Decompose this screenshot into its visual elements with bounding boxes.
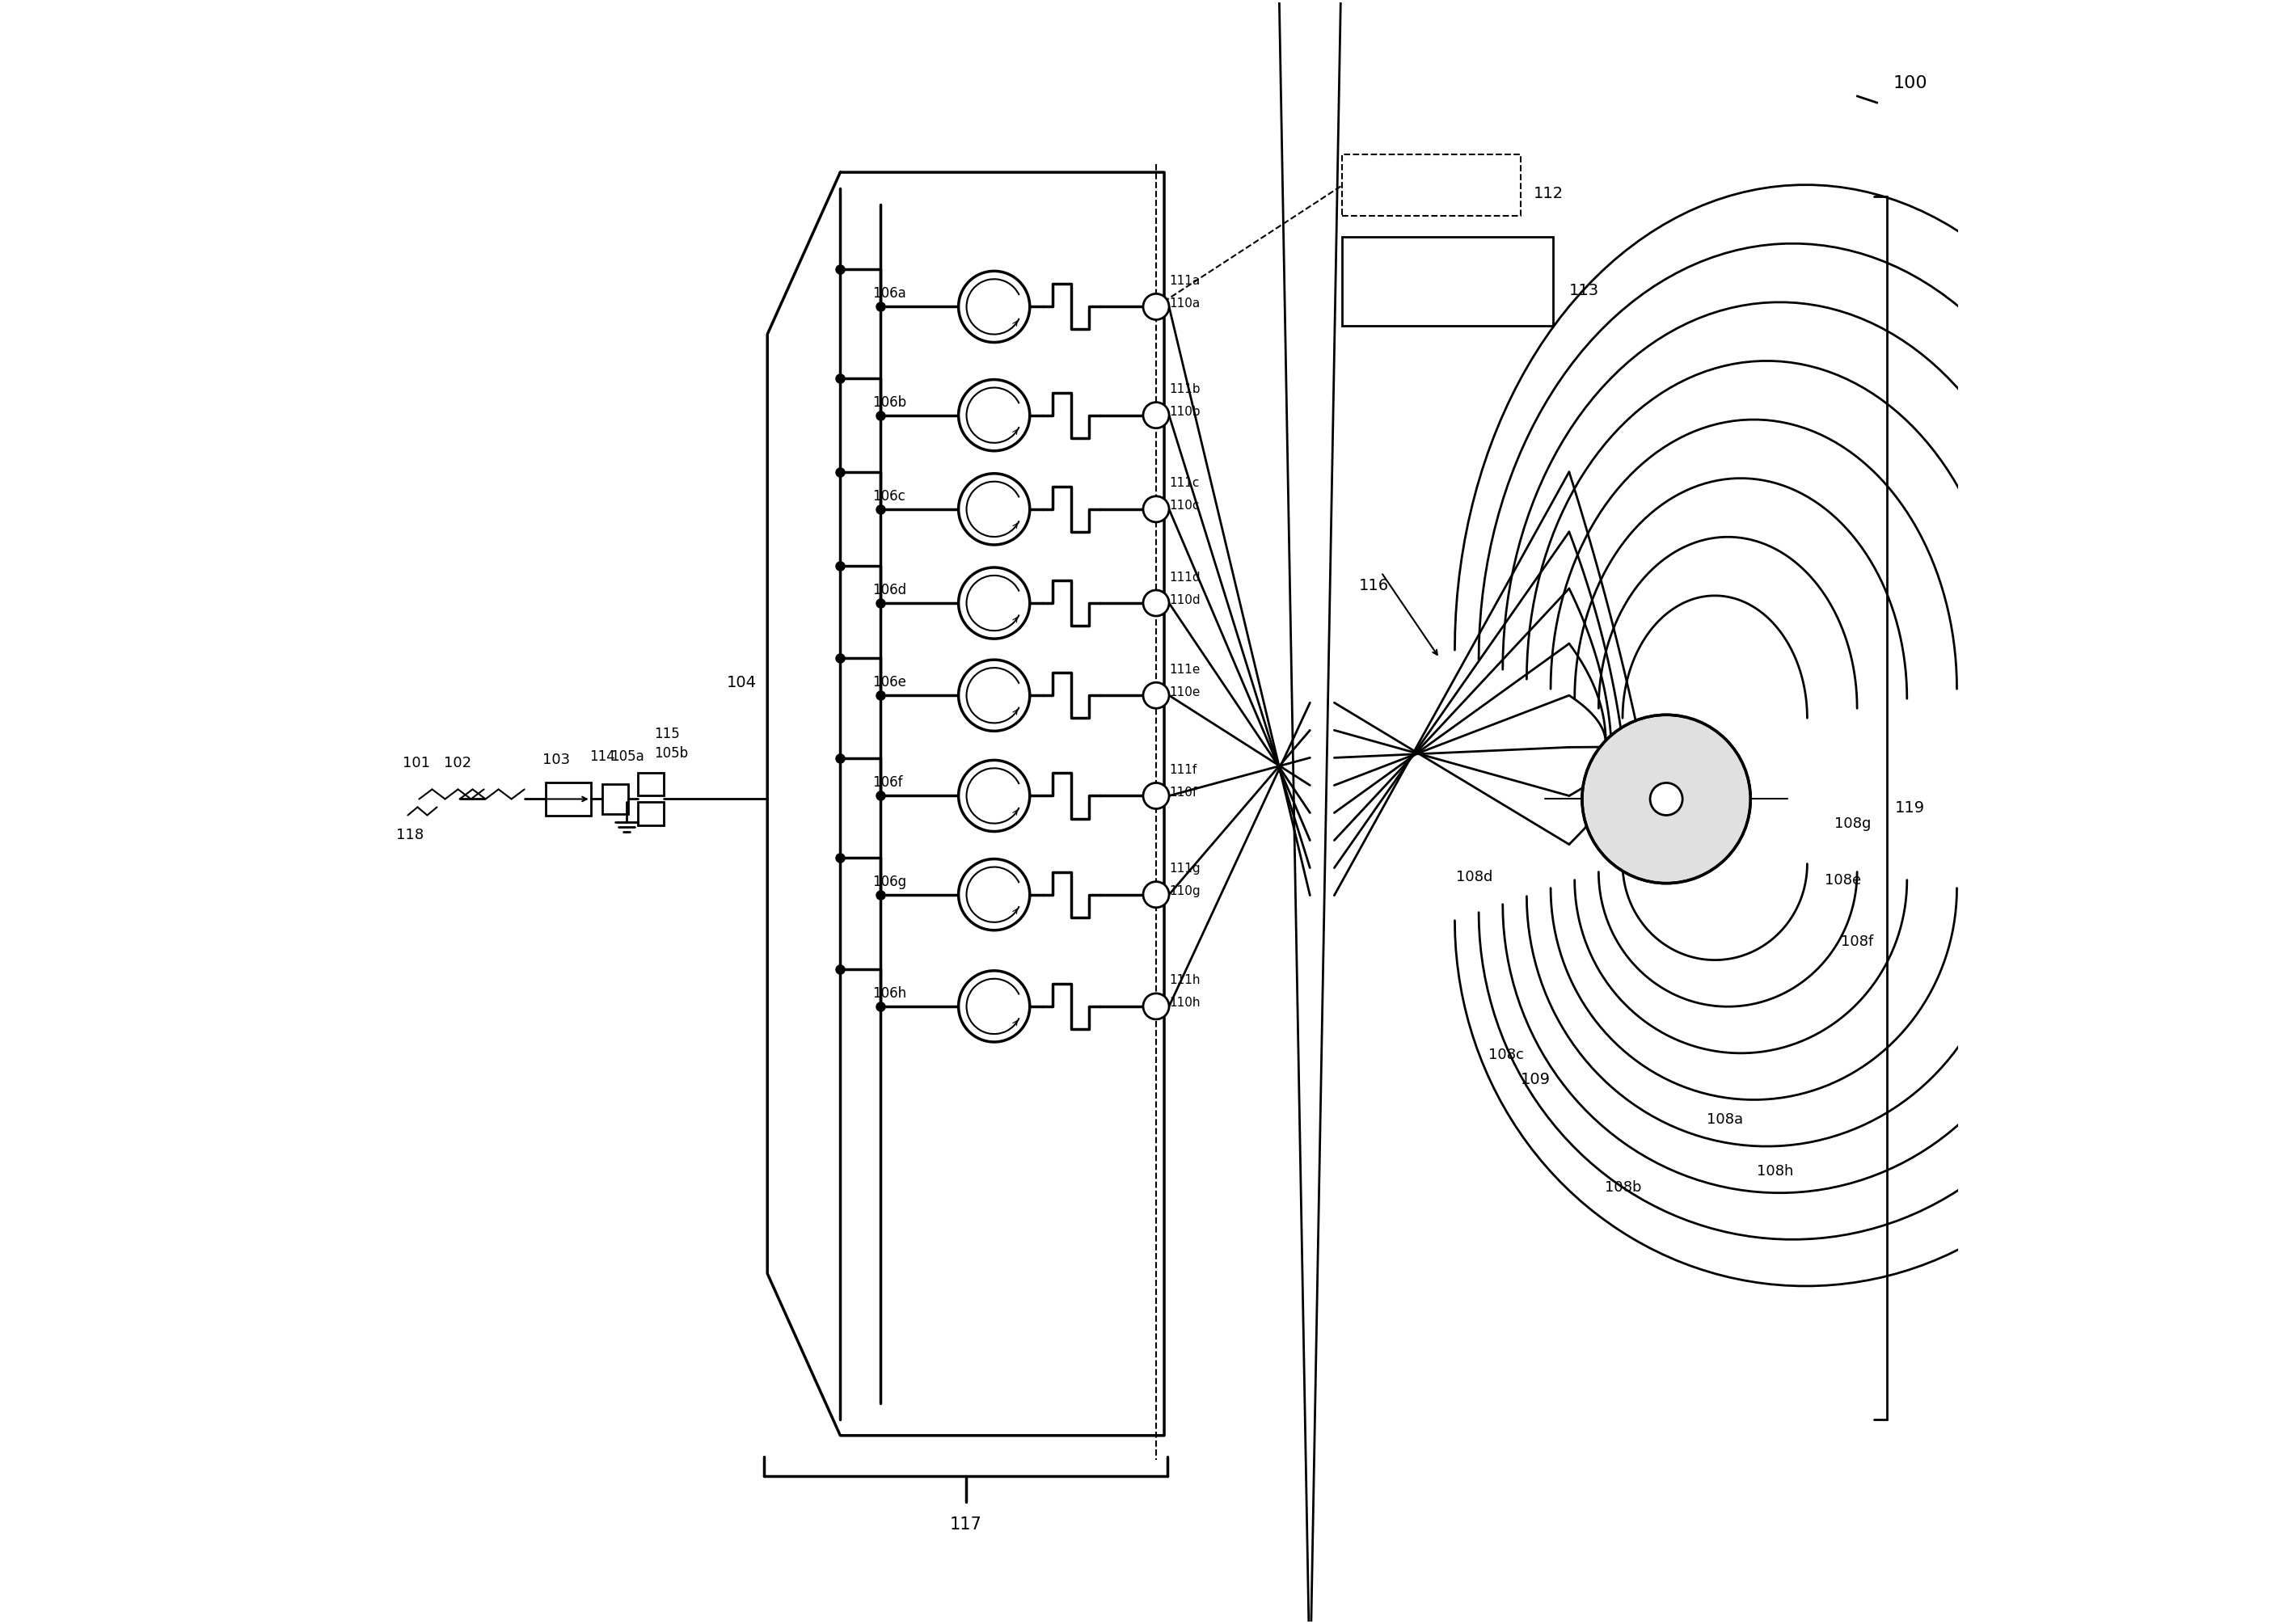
Circle shape [1143,783,1169,809]
Text: 103: 103 [542,754,569,768]
Text: 106f: 106f [872,776,902,791]
Text: 115: 115 [654,728,680,742]
Circle shape [1143,403,1169,429]
Text: 110e: 110e [1169,685,1201,698]
Text: 108h: 108h [1756,1164,1793,1179]
Text: 111h: 111h [1169,974,1201,986]
Circle shape [957,859,1031,931]
Text: 101: 101 [402,757,429,771]
Text: 106g: 106g [872,874,907,888]
Circle shape [1651,783,1683,815]
Circle shape [957,474,1031,544]
Text: 111b: 111b [1169,383,1201,395]
Text: 106d: 106d [872,583,907,598]
Bar [638,773,664,796]
Bar [546,783,590,815]
Text: 106e: 106e [872,676,907,690]
Circle shape [1143,682,1169,708]
Text: 109: 109 [1520,1072,1550,1086]
Text: 106a: 106a [872,286,907,300]
Circle shape [1143,294,1169,320]
Text: 108a: 108a [1706,1112,1743,1127]
Circle shape [1582,715,1750,883]
Circle shape [957,659,1031,731]
Text: 110d: 110d [1169,594,1201,606]
Text: 114: 114 [590,750,615,765]
Text: 110b: 110b [1169,406,1201,417]
Text: 110h: 110h [1169,997,1201,1009]
Text: 108d: 108d [1456,869,1492,883]
Circle shape [1143,590,1169,615]
Text: 111c: 111c [1169,477,1199,489]
Text: 111f: 111f [1169,763,1196,776]
Circle shape [957,760,1031,831]
Text: 105b: 105b [654,747,689,762]
Circle shape [1143,497,1169,521]
Text: 118: 118 [397,827,425,841]
Text: 111g: 111g [1169,862,1201,875]
Bar [1343,237,1552,326]
Text: 108f: 108f [1841,934,1874,948]
Text: 111a: 111a [1169,274,1201,287]
Text: 110g: 110g [1169,885,1201,898]
Text: 106h: 106h [872,986,907,1000]
Text: 113: 113 [1568,283,1598,299]
Circle shape [957,380,1031,451]
Text: 104: 104 [728,674,758,690]
Text: 105a: 105a [611,750,643,765]
Text: 116: 116 [1359,578,1389,593]
Text: 111d: 111d [1169,572,1201,583]
Text: 111e: 111e [1169,664,1201,676]
Circle shape [957,271,1031,343]
Text: 108b: 108b [1605,1181,1642,1195]
Text: 106b: 106b [872,395,907,409]
Text: 108c: 108c [1488,1047,1525,1062]
Circle shape [957,971,1031,1043]
Bar [602,784,629,814]
Text: 102: 102 [443,757,471,771]
Text: 106c: 106c [872,489,905,503]
Text: 108e: 108e [1825,872,1862,887]
Text: 112: 112 [1534,185,1564,201]
Bar [1343,154,1520,216]
Circle shape [957,567,1031,638]
Circle shape [1143,994,1169,1020]
Text: 117: 117 [951,1517,983,1533]
Text: 110f: 110f [1169,786,1196,799]
Text: 119: 119 [1894,801,1924,815]
Text: 110c: 110c [1169,500,1199,512]
Text: 110a: 110a [1169,297,1201,310]
Circle shape [1143,882,1169,908]
Bar [638,802,664,825]
Text: 108g: 108g [1835,817,1871,830]
Text: 100: 100 [1894,75,1929,91]
